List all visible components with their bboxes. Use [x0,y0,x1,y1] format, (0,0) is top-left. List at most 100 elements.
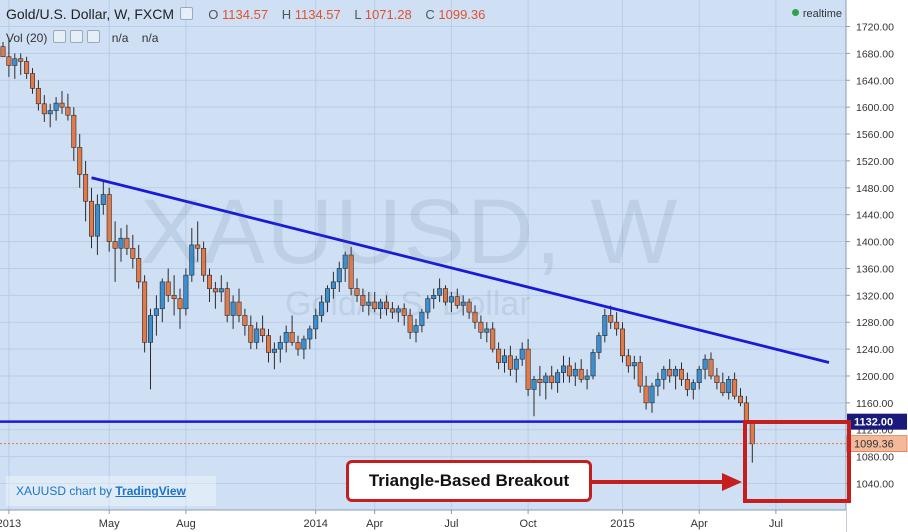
candle-body [348,254,354,289]
candle-body [189,244,195,276]
volume-label[interactable]: Vol (20) [6,31,48,45]
candle-body [301,338,307,350]
candle-body [690,382,696,390]
y-tick-label: 1680.00 [856,48,894,60]
candle-body [201,247,207,276]
x-tick-label: May [99,518,120,530]
candle-body [684,379,690,390]
tradingview-credit[interactable]: XAUUSD chart by TradingView [6,476,216,506]
candle-body [472,311,478,323]
candle-body [124,237,130,249]
y-tick-label: 1720.00 [856,22,894,34]
realtime-status: realtime [791,8,842,20]
candle-body [366,301,372,306]
candle-body [372,301,378,310]
y-tick-label: 1080.00 [856,452,894,464]
tradingview-link[interactable]: TradingView [115,484,186,498]
breakout-box [743,420,851,503]
breakout-arrow-head [722,473,742,491]
candle-body [555,372,561,383]
candle-body [271,348,277,353]
candle-body [100,194,106,205]
candle-body [24,61,30,74]
y-tick-label: 1200.00 [856,371,894,383]
candle-body [637,362,643,387]
plot-area [0,0,846,510]
close-label: C [425,7,435,22]
candle-body [207,274,213,289]
candle-body [324,288,330,303]
candle-body [165,281,171,296]
candle-body [437,288,443,296]
low-value: 1071.28 [364,7,412,22]
candle-body [83,174,89,202]
candle-body [260,328,266,336]
x-tick-label: 2015 [610,518,634,530]
candle-body [590,352,596,377]
candle-body [442,288,448,303]
high-value: 1134.57 [294,7,341,22]
candle-body [513,358,519,370]
candle-body [560,365,566,373]
candle-body [224,288,230,316]
indicator-close-icon[interactable] [86,30,100,43]
candle-body [65,106,71,116]
realtime-dot-icon [791,9,799,16]
candle-body [171,295,177,299]
candle-body [507,355,513,370]
candle-body [478,321,484,333]
candle-body [649,385,655,404]
x-tick-label: Aug [176,518,196,530]
candle-body [454,296,460,306]
candle-body [313,315,319,330]
volume-indicator: Vol (20) n/a n/a [6,30,158,45]
candle-body [177,298,183,310]
settings-icon[interactable] [179,7,193,20]
credit-prefix: XAUUSD chart by [16,484,113,498]
indicator-format-icon[interactable] [69,30,83,43]
close-value: 1099.36 [438,7,486,22]
candle-body [501,355,507,363]
candle-body [153,308,159,316]
candle-body [537,379,543,383]
candle-body [643,385,649,404]
candle-body [106,194,112,242]
breakout-callout-text: Triangle-Based Breakout [349,463,589,499]
candle-body [254,328,260,343]
candle-body [667,368,673,377]
candle-body [218,288,224,293]
candle-body [525,348,531,390]
candle-body [578,368,584,380]
candle-body [248,325,254,343]
candle-body [619,328,625,357]
breakout-callout: Triangle-Based Breakout [346,460,592,502]
candle-body [673,368,679,377]
x-tick-label: Apr [691,518,708,530]
x-tick-label: Apr [366,518,383,530]
y-tick-label: 1560.00 [856,129,894,141]
candle-body [319,301,325,316]
candle-body [490,328,496,350]
x-tick-label: 2014 [303,518,327,530]
candle-body [230,301,236,316]
candle-body [737,395,743,404]
x-tick-label: Oct [520,518,537,530]
candle-body [401,308,407,316]
symbol-title[interactable]: Gold/U.S. Dollar, W, FXCM [6,6,175,22]
candle-body [336,268,342,283]
candle-body [407,315,413,333]
candle-body [236,301,242,316]
candle-body [714,375,720,383]
candle-body [466,301,472,313]
candle-body [307,328,313,340]
candle-body [625,355,631,367]
candle-body [378,301,384,310]
candle-body [413,325,419,333]
candle-body [112,241,118,249]
candle-body [47,110,53,115]
candle-body [543,375,549,383]
candle-body [159,281,165,310]
candle-body [94,204,100,237]
indicator-settings-icon[interactable] [52,30,66,43]
